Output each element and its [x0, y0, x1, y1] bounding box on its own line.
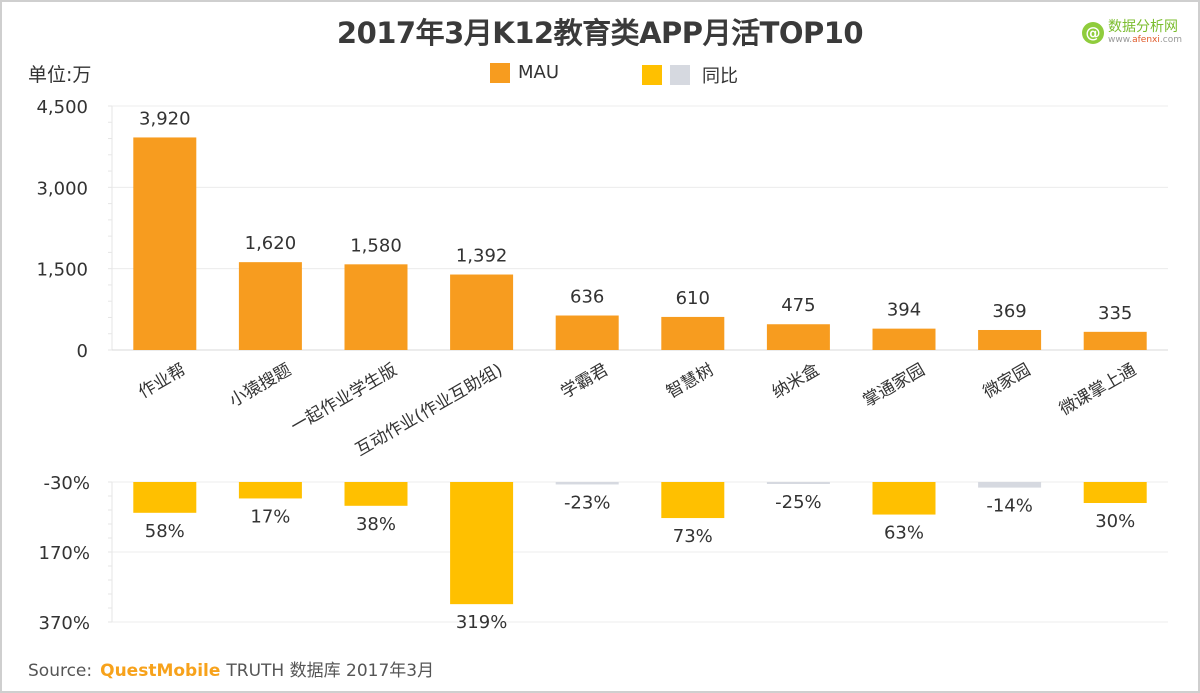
legend-yoy: 同比	[642, 62, 738, 88]
x-category-label: 纳米盒	[769, 360, 823, 403]
yoy-data-label: -14%	[986, 496, 1033, 517]
y-tick-label: 3,000	[36, 178, 88, 199]
y2-tick-label: -30%	[43, 473, 90, 494]
mau-bar	[238, 262, 302, 350]
yoy-data-label: 73%	[673, 526, 713, 547]
chart-title: 2017年3月K12教育类APP月活TOP10	[336, 16, 864, 50]
yoy-bar-positive	[661, 482, 725, 519]
yoy-data-label: 58%	[145, 521, 185, 542]
x-category-label: 学霸君	[558, 360, 612, 403]
yoy-bar-negative	[766, 482, 830, 484]
legend-mau-label: MAU	[518, 62, 560, 83]
source-rest: TRUTH 数据库 2017年3月	[226, 661, 435, 681]
x-category-label: 作业帮	[135, 360, 189, 403]
yoy-data-label: 30%	[1095, 511, 1135, 532]
unit-label: 单位:万	[28, 64, 92, 86]
yoy-data-label: -25%	[775, 492, 822, 513]
mau-data-label: 335	[1098, 303, 1132, 324]
logo-name: 数据分析网	[1108, 19, 1178, 35]
legend-yoy-pos-swatch	[642, 65, 662, 85]
mau-bar	[766, 324, 830, 350]
mau-bar	[555, 315, 619, 350]
yoy-bar-negative	[978, 482, 1042, 488]
mau-bar	[133, 137, 197, 350]
mau-data-label: 394	[887, 300, 921, 321]
yoy-bar-positive	[133, 482, 197, 513]
logo-url: www.afenxi.com	[1108, 35, 1182, 45]
y-tick-label: 1,500	[36, 260, 88, 281]
yoy-data-label: 63%	[884, 523, 924, 544]
mau-data-label: 610	[676, 288, 710, 309]
y2-tick-label: 170%	[39, 543, 90, 564]
y-tick-label: 4,500	[36, 97, 88, 118]
legend-mau: MAU	[490, 62, 559, 83]
x-category-label: 小猿搜题	[226, 360, 295, 411]
yoy-bar-positive	[1083, 482, 1147, 503]
yoy-bar-positive	[872, 482, 936, 515]
mau-data-label: 1,392	[456, 246, 508, 267]
source-line: Source: QuestMobile TRUTH 数据库 2017年3月	[28, 656, 434, 681]
mau-bar	[661, 316, 725, 350]
x-category-label: 掌通家园	[860, 360, 929, 411]
x-category-label: 微家园	[980, 360, 1034, 403]
yoy-data-label: 17%	[250, 506, 290, 527]
mau-bar	[978, 329, 1042, 350]
yoy-data-label: 38%	[356, 514, 396, 535]
yoy-bar-negative	[555, 482, 619, 485]
y-tick-label: 0	[77, 341, 88, 362]
mau-data-label: 3,920	[139, 108, 191, 129]
x-category-label: 微课掌上通	[1056, 360, 1140, 420]
yoy-data-label: -23%	[564, 492, 611, 513]
at-icon: @	[1082, 21, 1104, 44]
watermark-logo: @ 数据分析网 www.afenxi.com	[1082, 20, 1182, 45]
legend-yoy-label: 同比	[702, 66, 738, 87]
yoy-bar-positive	[450, 482, 514, 605]
mau-data-label: 636	[570, 287, 604, 308]
source-label: Source:	[28, 661, 93, 681]
source-brand: QuestMobile	[100, 661, 221, 681]
mau-bar	[450, 274, 514, 350]
mau-bar	[1083, 331, 1147, 350]
y2-tick-label: 370%	[39, 613, 90, 634]
yoy-bar-positive	[238, 482, 302, 499]
mau-data-label: 475	[781, 295, 815, 316]
legend-mau-swatch	[490, 62, 510, 83]
legend-yoy-neg-swatch	[670, 65, 690, 85]
mau-bar	[872, 328, 936, 350]
mau-data-label: 369	[992, 301, 1026, 322]
mau-data-label: 1,580	[350, 235, 402, 256]
yoy-data-label: 319%	[456, 612, 507, 633]
mau-data-label: 1,620	[245, 233, 297, 254]
mau-bar	[344, 264, 408, 350]
yoy-bar-positive	[344, 482, 408, 506]
x-category-label: 智慧树	[663, 360, 717, 403]
